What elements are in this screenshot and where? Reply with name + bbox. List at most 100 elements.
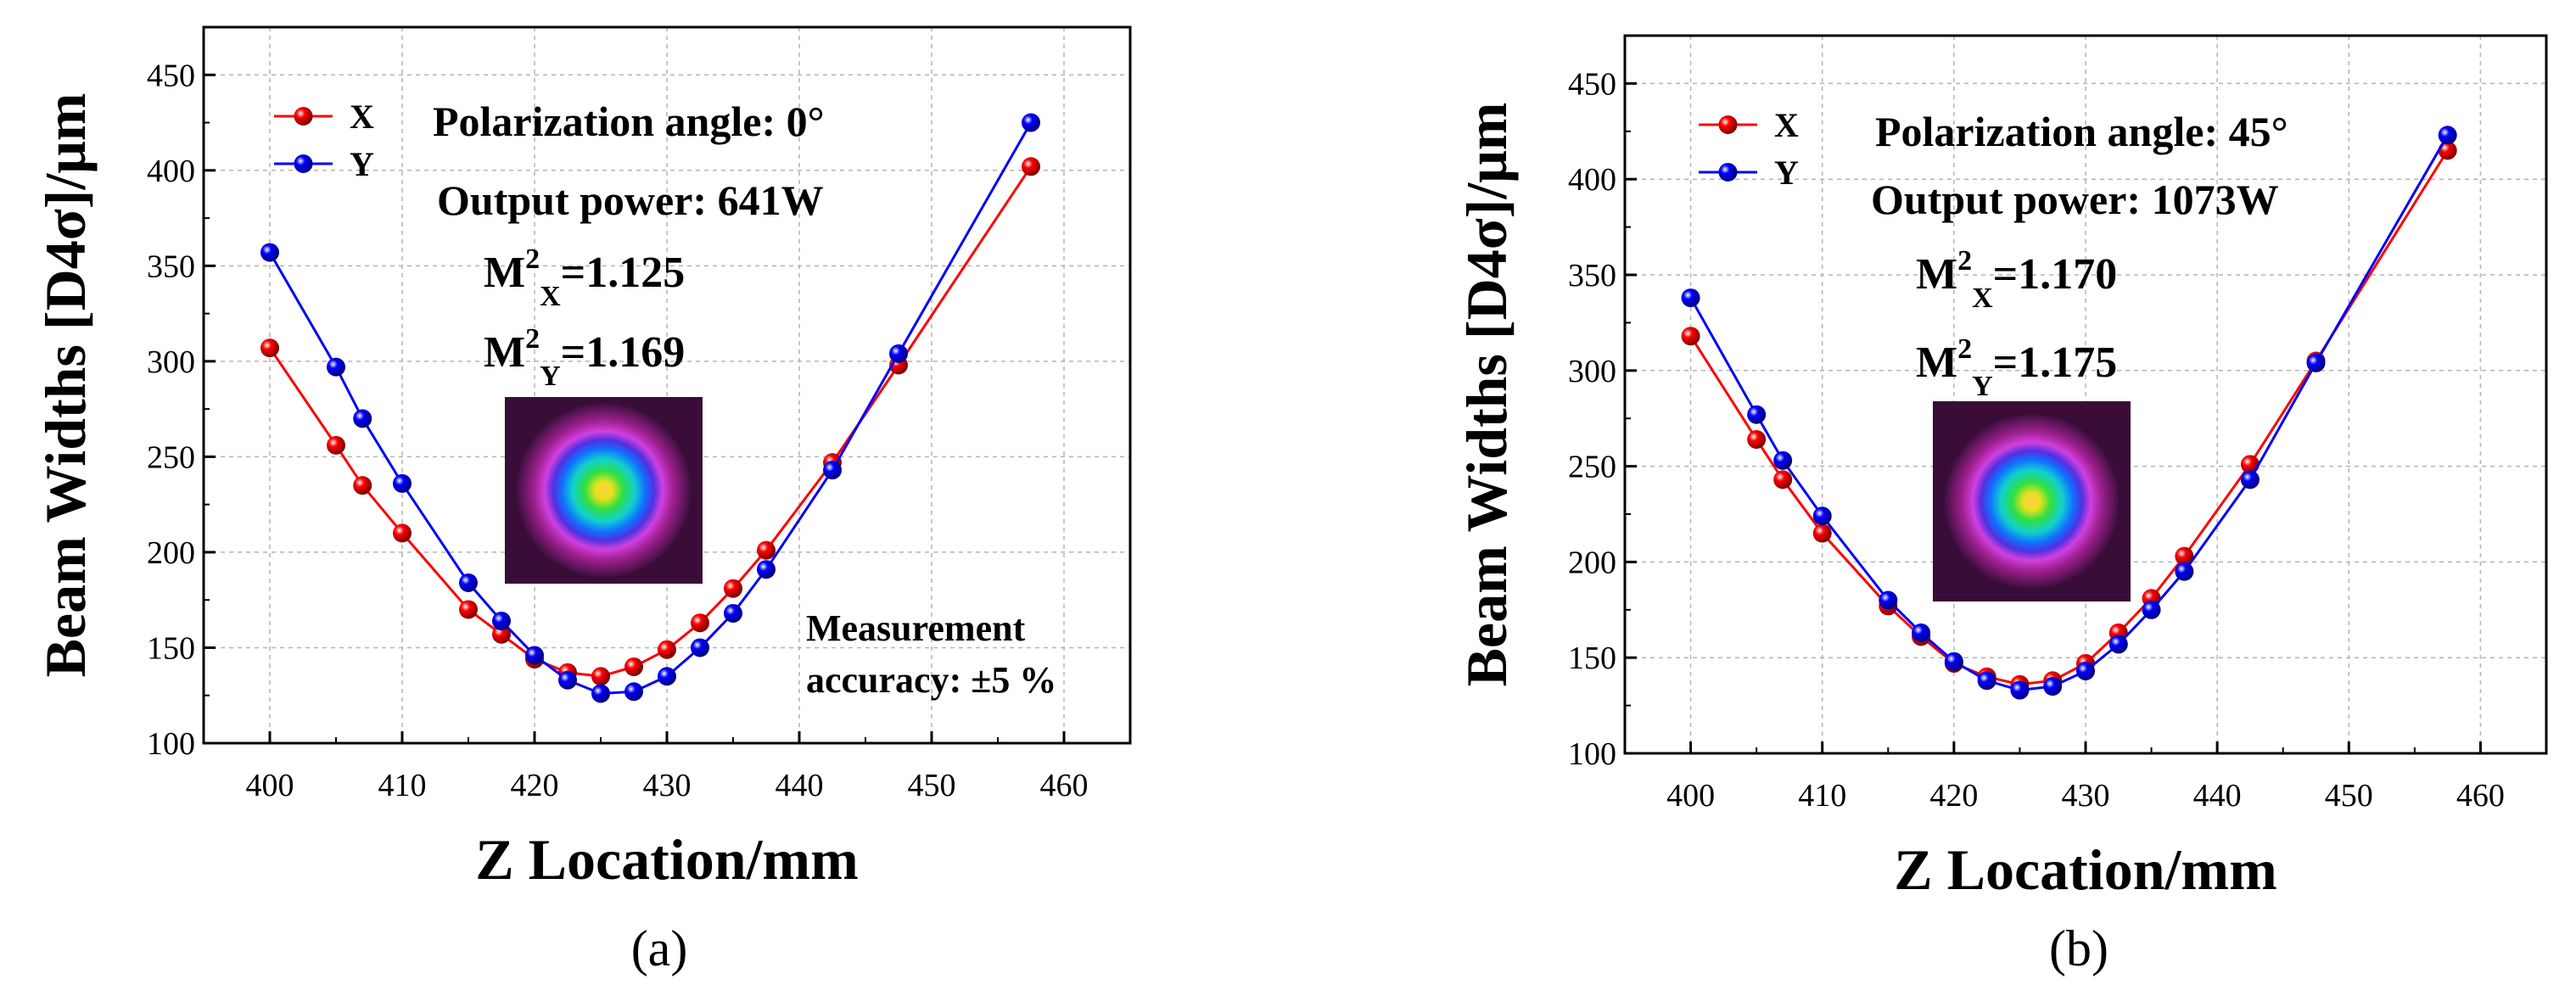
data-point-y	[591, 684, 610, 703]
x-tick-label: 400	[246, 768, 294, 803]
m2-y-superscript: 2	[1957, 333, 1972, 365]
y-tick-label: 300	[147, 344, 195, 380]
legend-label-x: X	[1774, 106, 1799, 144]
m2-x-value: =1.170	[1993, 250, 2118, 299]
legend: XY	[274, 98, 374, 183]
y-axis-label: Beam Widths [D4σ]/μm	[33, 93, 98, 678]
m2-x-base: M	[484, 249, 525, 297]
x-tick-label: 420	[1929, 778, 1978, 814]
y-tick-label: 150	[147, 630, 195, 666]
data-point-y	[1681, 288, 1700, 308]
x-tick-label: 430	[2062, 778, 2110, 814]
polarization-annotation: Polarization angle: 0°	[433, 98, 825, 145]
data-point-y	[823, 461, 842, 480]
data-point-y	[1879, 590, 1898, 610]
data-point-y	[2076, 661, 2095, 680]
m2-y-value: =1.169	[561, 328, 686, 377]
data-point-x	[393, 523, 412, 543]
data-point-y	[889, 344, 908, 363]
data-point-y	[757, 560, 776, 579]
data-point-y	[1773, 450, 1793, 470]
data-point-y	[558, 670, 577, 690]
data-point-y	[2010, 680, 2030, 700]
legend-marker-y	[1718, 163, 1738, 182]
y-tick-label: 100	[1568, 736, 1616, 772]
m2-x-value: =1.125	[561, 249, 686, 297]
legend-marker-y	[294, 154, 313, 173]
chart-panel-a: 400 410 420 430 440 450 460 100 150 200 250 300 350 4…	[33, 25, 1132, 976]
data-point-y	[2306, 353, 2326, 372]
data-point-y	[459, 573, 478, 592]
y-tick-label: 450	[1568, 66, 1616, 102]
y-tick-label: 400	[147, 154, 195, 189]
x-tick-label: 450	[908, 768, 956, 803]
m2-x-superscript: 2	[1957, 245, 1972, 277]
polarization-annotation: Polarization angle: 45°	[1875, 108, 2288, 155]
data-point-y	[658, 667, 676, 686]
data-point-y	[624, 682, 643, 702]
y-tick-label: 350	[1568, 258, 1616, 294]
m2-y-subscript: Y	[540, 361, 561, 392]
x-axis-label: Z Location/mm	[1894, 837, 2276, 902]
data-point-y	[1022, 113, 1040, 132]
y-tick-label: 300	[1568, 354, 1616, 389]
data-point-x	[624, 657, 643, 676]
m2-y-annotation: M2Y=1.175	[1916, 333, 2117, 402]
data-point-x	[658, 640, 676, 659]
x-tick-label: 440	[2193, 778, 2242, 814]
y-tick-label: 450	[147, 58, 195, 93]
m2-y-superscript: 2	[525, 323, 540, 355]
data-point-y	[2240, 470, 2260, 490]
chart-panel-b: 400 410 420 430 440 450 460 100 150 200 250 300 350 4…	[1454, 34, 2548, 976]
x-tick-label: 410	[378, 768, 427, 803]
m2-x-subscript: X	[1972, 283, 1993, 314]
legend: XY	[1699, 106, 1799, 192]
legend-marker-x	[1718, 115, 1738, 134]
power-annotation: Output power: 1073W	[1871, 176, 2279, 223]
data-point-x	[2175, 546, 2194, 566]
data-point-y	[2438, 126, 2457, 145]
y-tick-label: 200	[1568, 545, 1616, 580]
m2-y-base: M	[1916, 338, 1957, 387]
y-tick-label: 200	[147, 535, 195, 571]
data-point-x	[1747, 430, 1767, 450]
x-tick-label: 420	[511, 768, 559, 803]
x-tick-label: 410	[1798, 778, 1846, 814]
panel-label: (a)	[631, 920, 688, 976]
data-point-x	[260, 338, 279, 358]
x-tick-label: 400	[1666, 778, 1715, 814]
data-point-y	[1912, 623, 1931, 642]
y-tick-label: 250	[1568, 450, 1616, 485]
data-point-y	[1977, 671, 1996, 691]
data-point-x	[1773, 470, 1793, 490]
data-point-y	[260, 243, 279, 262]
y-tick-label: 250	[147, 439, 195, 475]
data-point-x	[691, 613, 709, 633]
x-tick-label: 430	[643, 768, 692, 803]
x-tick-label: 460	[2456, 778, 2505, 814]
data-point-x	[459, 600, 478, 619]
y-tick-label: 100	[147, 726, 195, 762]
y-tick-label: 350	[147, 249, 195, 284]
legend-label-y: Y	[1774, 154, 1799, 192]
data-point-x	[591, 667, 610, 686]
data-point-y	[492, 611, 511, 630]
data-point-y	[393, 473, 412, 493]
data-point-x	[757, 540, 776, 560]
data-point-y	[1944, 652, 1963, 671]
data-point-x	[1681, 327, 1700, 346]
beam-profile-spot	[1944, 414, 2120, 589]
data-point-y	[327, 357, 345, 377]
m2-x-annotation: M2X=1.170	[1916, 245, 2117, 314]
data-point-x	[2438, 141, 2457, 160]
accuracy-annotation-line2: accuracy: ±5 %	[806, 659, 1056, 701]
beam-profile-spot	[516, 403, 692, 578]
data-point-y	[2043, 677, 2063, 697]
data-point-x	[353, 476, 372, 495]
m2-x-superscript: 2	[525, 243, 540, 275]
data-point-y	[2142, 600, 2161, 619]
power-annotation: Output power: 641W	[437, 176, 824, 224]
accuracy-annotation-line1: Measurement	[806, 607, 1026, 649]
data-point-x	[1022, 157, 1040, 176]
